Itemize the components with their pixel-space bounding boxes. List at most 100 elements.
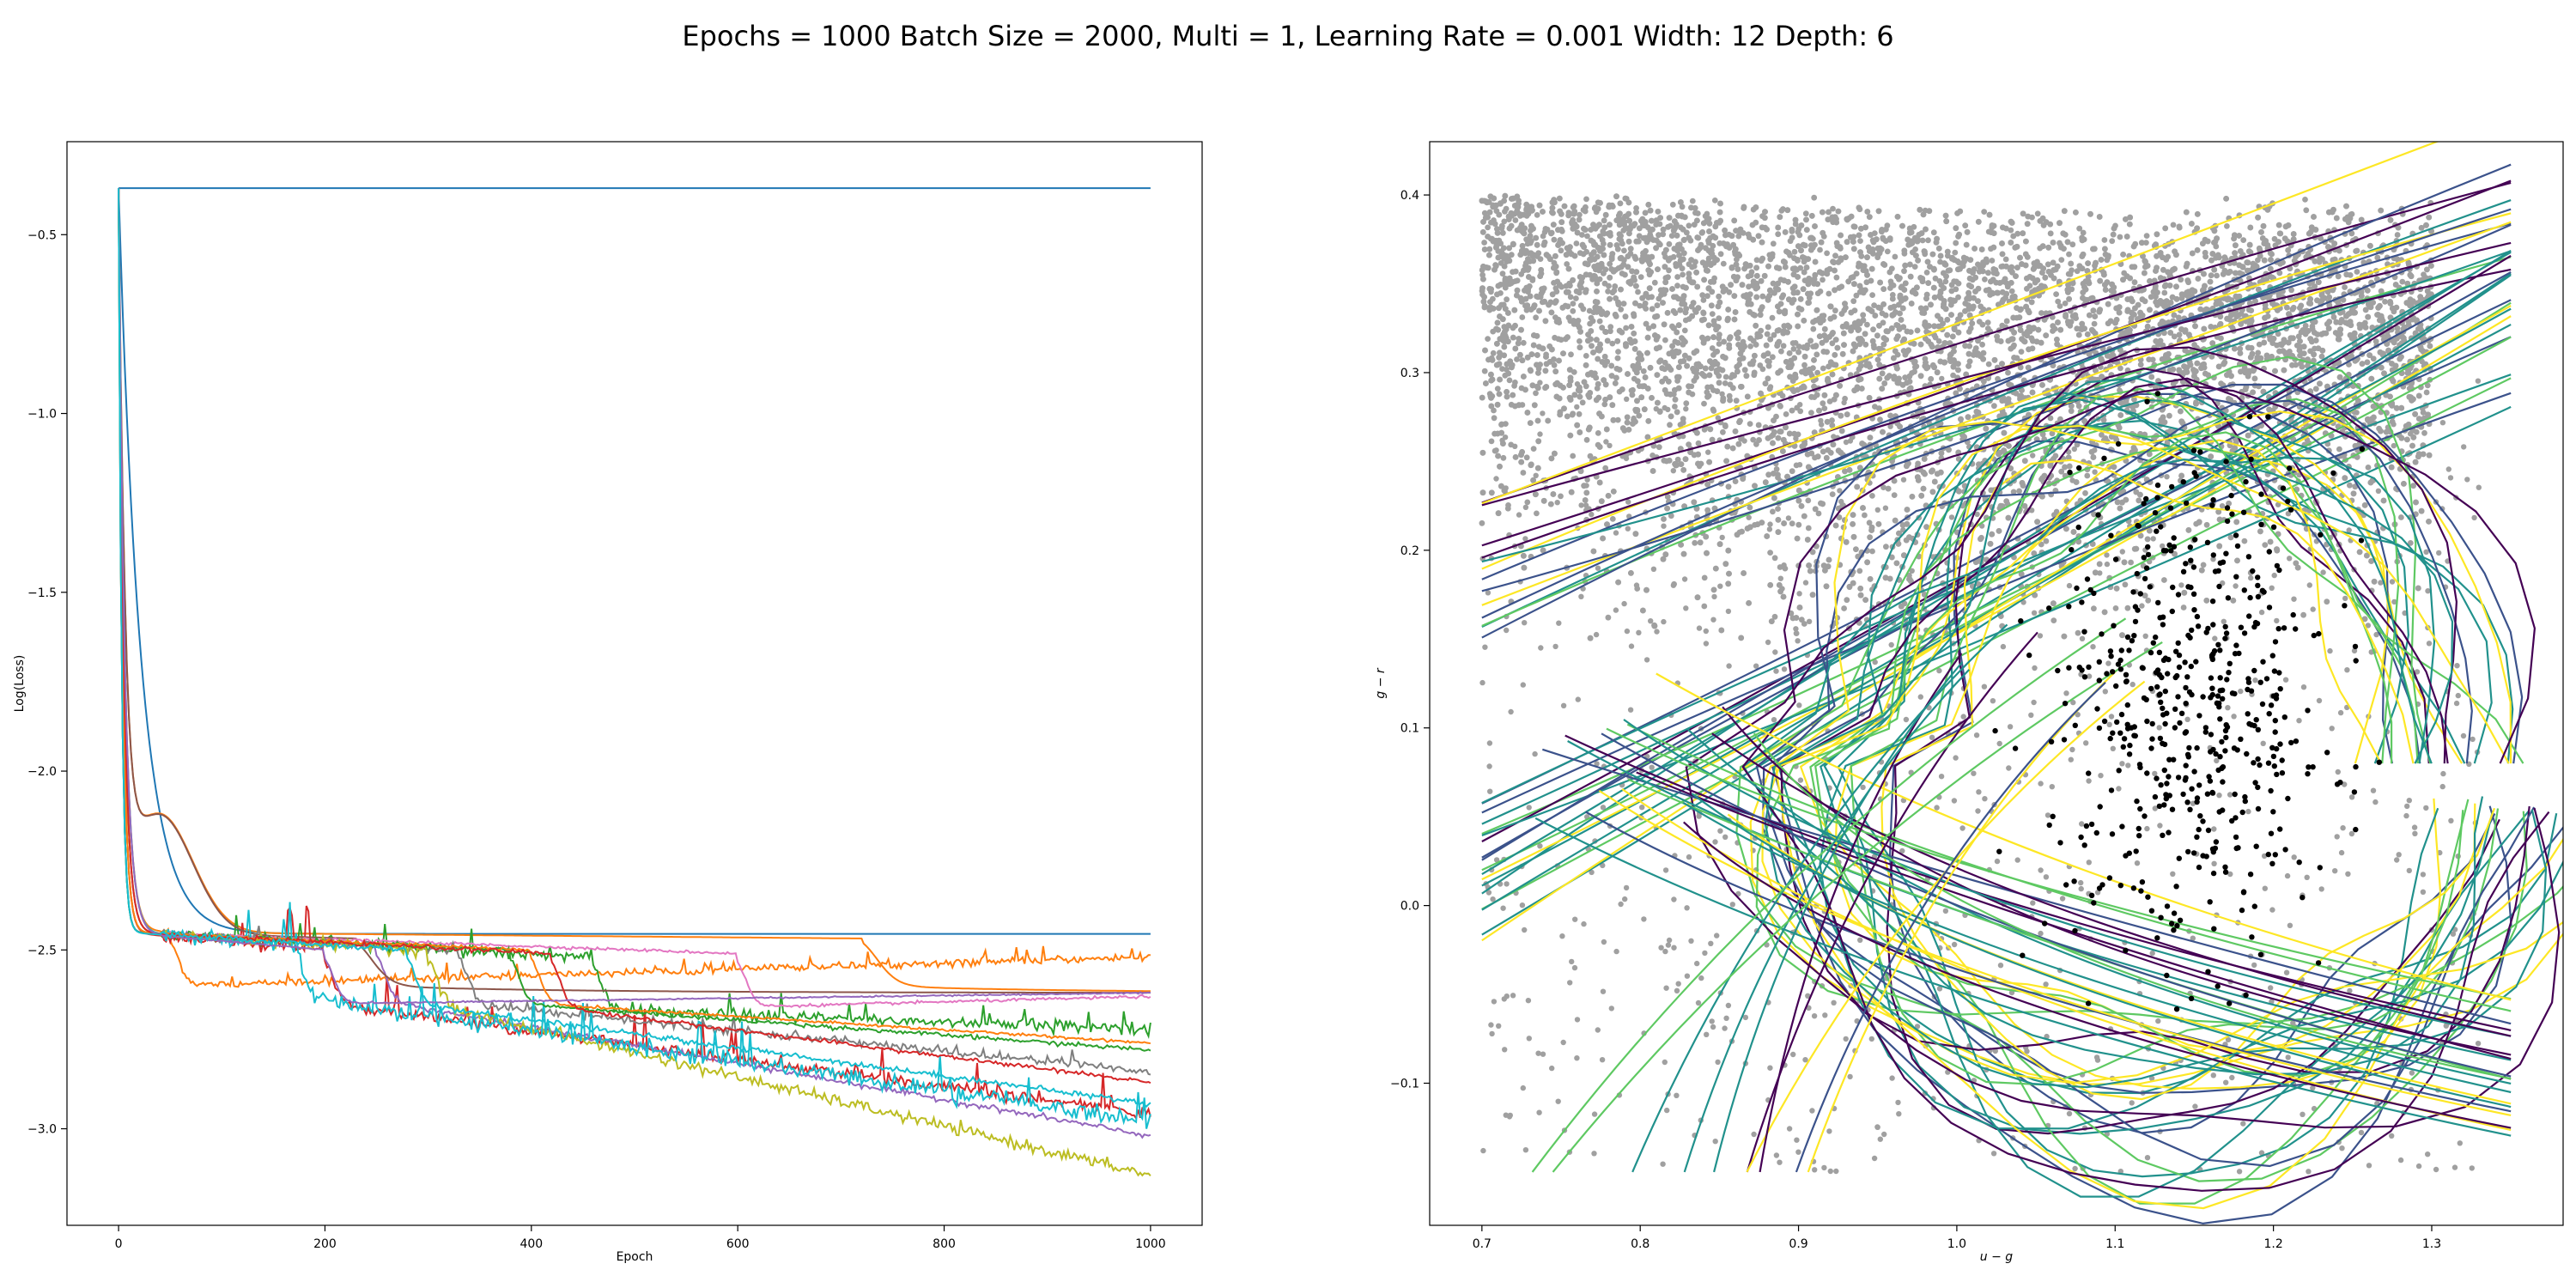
background-point [1919, 237, 1926, 244]
background-point [2112, 605, 2119, 611]
background-point [2347, 482, 2353, 489]
background-point [1824, 250, 1831, 257]
background-point [2068, 408, 2075, 415]
background-point [1573, 240, 1580, 246]
background-point [1695, 440, 1702, 447]
background-point [1506, 377, 1513, 384]
background-point [1864, 321, 1870, 328]
background-point [1747, 343, 1753, 349]
background-point [1500, 454, 1507, 461]
loss-series-line [118, 188, 1151, 988]
background-point [1930, 229, 1937, 236]
background-point [1662, 337, 1668, 343]
background-point [1689, 197, 1696, 204]
loss-x-tick-label: 600 [726, 1237, 750, 1251]
background-point [2200, 562, 2207, 568]
background-point [1692, 539, 1698, 546]
background-point [1811, 194, 1818, 201]
colour-scatter-chart: 0.7 0.8 0.9 1.0 1.1 1.2 1.3 −0.10.00.10.20.30.… [1374, 141, 2564, 1264]
background-point [1551, 236, 1558, 243]
background-point [1826, 290, 1832, 297]
background-point [1568, 351, 1574, 358]
loss-y-ticks: −3.0−2.5−2.0−1.5−1.0−0.5 [27, 228, 67, 1137]
background-point [1775, 506, 1781, 512]
background-point [1817, 246, 1823, 253]
background-point [1722, 380, 1728, 386]
loss-y-axis-label: Log(Loss) [13, 655, 27, 713]
background-point [2208, 272, 2215, 279]
background-point [1869, 493, 1875, 499]
background-point [2365, 465, 2372, 471]
background-point [1533, 390, 1539, 397]
background-point [1674, 274, 1680, 280]
background-point [2161, 289, 2168, 296]
background-point [1747, 504, 1753, 511]
background-point [2214, 272, 2221, 279]
background-point [2069, 241, 2076, 248]
background-point [2180, 605, 2187, 611]
background-point [2084, 472, 2091, 479]
background-point [1667, 422, 1673, 428]
background-point [1623, 325, 1629, 331]
loss-y-tick-label: −0.5 [27, 228, 57, 242]
background-point [1504, 296, 1510, 303]
background-point [1991, 403, 1997, 410]
background-point [1883, 544, 1889, 550]
background-point [1635, 289, 1641, 295]
loss-y-tick-label: −3.0 [27, 1123, 57, 1137]
background-point [1935, 338, 1942, 344]
background-point [1989, 258, 1996, 264]
background-point [2166, 412, 2172, 419]
background-point [1892, 253, 1899, 260]
background-point [1805, 525, 1812, 532]
loss-series-line [118, 188, 1151, 1039]
background-point [1596, 318, 1603, 325]
background-point [1850, 298, 1857, 305]
background-point [1485, 336, 1491, 342]
background-point [1795, 521, 1802, 528]
background-point [1643, 306, 1649, 312]
background-point [2128, 559, 2135, 566]
background-point [2372, 338, 2379, 344]
background-point [2145, 597, 2152, 604]
background-point [2024, 285, 2030, 292]
background-point [1802, 210, 1809, 217]
background-point [1570, 453, 1577, 459]
background-point [2055, 298, 2062, 305]
background-point [1485, 224, 1491, 231]
background-point [1790, 346, 1797, 352]
background-point [2066, 251, 2072, 258]
loss-x-ticks: 0 200 400 600 800 1000 [115, 1225, 1166, 1251]
background-point [2423, 389, 2430, 396]
background-point [2143, 233, 2150, 239]
background-point [1490, 349, 1497, 356]
background-point [1701, 400, 1707, 407]
background-point [1832, 307, 1838, 314]
background-point [2240, 237, 2247, 243]
background-point [2091, 605, 2097, 612]
background-point [2330, 313, 2337, 320]
background-point [1651, 279, 1658, 286]
loss-series-line [118, 188, 1151, 935]
background-point [1668, 233, 1675, 239]
background-point [1710, 408, 1717, 414]
background-point [2262, 542, 2269, 548]
background-point [1533, 314, 1539, 321]
background-point [1810, 325, 1817, 332]
background-point [2018, 349, 2025, 355]
background-point [2075, 629, 2081, 636]
loss-series-line [118, 188, 1151, 1009]
loss-x-axis-label: Epoch [617, 1250, 653, 1264]
background-point [1808, 410, 1814, 416]
background-point [1952, 249, 1959, 256]
background-point [1665, 257, 1672, 264]
background-point [1481, 240, 1487, 246]
background-point [1534, 510, 1540, 517]
background-point [2062, 301, 2069, 307]
background-point [1877, 416, 1883, 423]
loss-series-line [118, 188, 1151, 993]
loss-chart: 0 200 400 600 800 1000 −3.0−2.5−2.0−1.5−1.0−0… [13, 141, 1203, 1264]
background-point [1770, 354, 1776, 361]
background-point [1609, 516, 1616, 522]
background-point [1601, 280, 1608, 287]
